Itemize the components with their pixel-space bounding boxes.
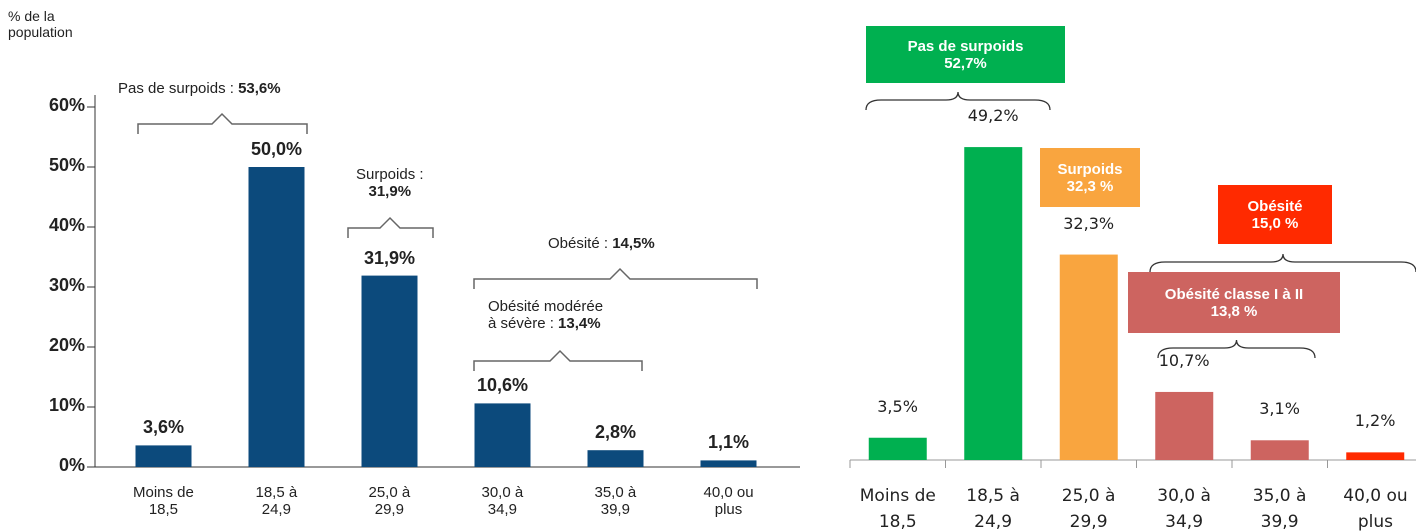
brace — [865, 91, 1051, 111]
annotation-value: 31,9% — [368, 183, 412, 201]
y-tick-label: 20% — [49, 335, 86, 355]
y-tick-label: 30% — [49, 275, 86, 295]
value-label: 50,0% — [251, 139, 303, 159]
x-tick-label: 30,0 à 34,9 — [481, 484, 524, 519]
annotation-box: Obésité 15,0 % — [1218, 185, 1332, 244]
annotation-label: Pas de surpoids : — [118, 80, 234, 97]
value-label: 3,6% — [143, 417, 185, 438]
annotation: Pas de surpoids : 53,6% — [118, 80, 281, 97]
value-label: 2,8% — [595, 422, 637, 443]
bracket — [473, 349, 643, 371]
annotation: Obésité modérée à sévère : 13,4% — [488, 298, 603, 333]
value-label: 49,2% — [967, 106, 1019, 126]
y-tick-label: 50% — [49, 155, 86, 175]
brace — [1149, 253, 1416, 273]
value-label: 10,7% — [1158, 350, 1210, 370]
value-label: 1,2% — [1354, 411, 1396, 431]
annotation-value: 15,0 % — [1251, 214, 1299, 232]
value-label: 31,9% — [364, 247, 416, 268]
x-tick-label: 25,0 à 29,9 — [368, 484, 411, 519]
x-tick-label: 18,5 à 24,9 — [966, 486, 1020, 531]
value-label: 32,3% — [1063, 213, 1115, 233]
bar — [1155, 391, 1214, 460]
annotation-value: 13,8 % — [1210, 302, 1258, 320]
bar — [474, 403, 531, 467]
annotation-value: 32,3 % — [1066, 177, 1114, 195]
annotation-label: Obésité classe I à II — [1164, 285, 1304, 303]
x-tick-label: 40,0 ou plus — [1343, 486, 1408, 531]
brace — [1157, 339, 1316, 359]
x-tick-label: 35,0 à 39,9 — [594, 484, 637, 519]
y-tick-label: 60% — [49, 95, 86, 115]
bar — [1346, 452, 1405, 460]
y-axis-label: % de la population — [8, 8, 73, 41]
y-tick-label: 10% — [49, 395, 86, 415]
value-label: 3,1% — [1259, 399, 1300, 419]
x-tick-label: 25,0 à 29,9 — [1061, 486, 1116, 531]
annotation-value: 13,4% — [558, 315, 601, 333]
bar — [964, 147, 1023, 460]
annotation-box: Surpoids 32,3 % — [1040, 148, 1140, 207]
annotation-box: Pas de surpoids 52,7% — [866, 26, 1065, 83]
x-tick-label: Moins de 18,5 — [133, 484, 194, 519]
value-label: 3,5% — [877, 396, 918, 416]
bracket — [473, 267, 758, 289]
bar — [1250, 440, 1309, 460]
x-tick-label: Moins de 18,5 — [859, 486, 936, 531]
annotation-value: 52,7% — [944, 54, 987, 72]
bar — [361, 275, 418, 467]
bar — [248, 167, 305, 467]
bracket — [347, 216, 434, 238]
annotation-label: Pas de surpoids — [907, 37, 1024, 55]
annotation-label: Obésité modérée à sévère : — [488, 298, 604, 333]
bar — [135, 445, 192, 467]
annotation-value: 53,6% — [238, 80, 281, 97]
x-tick-label: 35,0 à 39,9 — [1252, 486, 1307, 531]
y-tick-label: 40% — [49, 215, 86, 235]
bracket — [137, 112, 308, 134]
annotation-label: Surpoids : — [356, 166, 424, 183]
bar — [1059, 254, 1118, 460]
annotation-box: Obésité classe I à II 13,8 % — [1128, 272, 1340, 333]
annotation-label: Surpoids — [1057, 160, 1123, 178]
x-tick-label: 40,0 ou plus — [703, 484, 754, 519]
annotation-label: Obésité : — [548, 235, 609, 252]
annotation-label: Obésité — [1247, 197, 1303, 215]
value-label: 10,6% — [477, 375, 529, 396]
bar — [587, 450, 644, 467]
x-tick-label: 18,5 à 24,9 — [255, 484, 298, 519]
annotation: Obésité : 14,5% — [548, 235, 655, 252]
bar — [700, 460, 757, 467]
annotation: Surpoids : 31,9% — [356, 166, 424, 201]
x-tick-label: 30,0 à 34,9 — [1157, 486, 1211, 531]
y-tick-label: 0% — [59, 455, 86, 475]
annotation-value: 14,5% — [612, 235, 655, 252]
bar — [868, 437, 927, 460]
value-label: 1,1% — [708, 432, 750, 453]
